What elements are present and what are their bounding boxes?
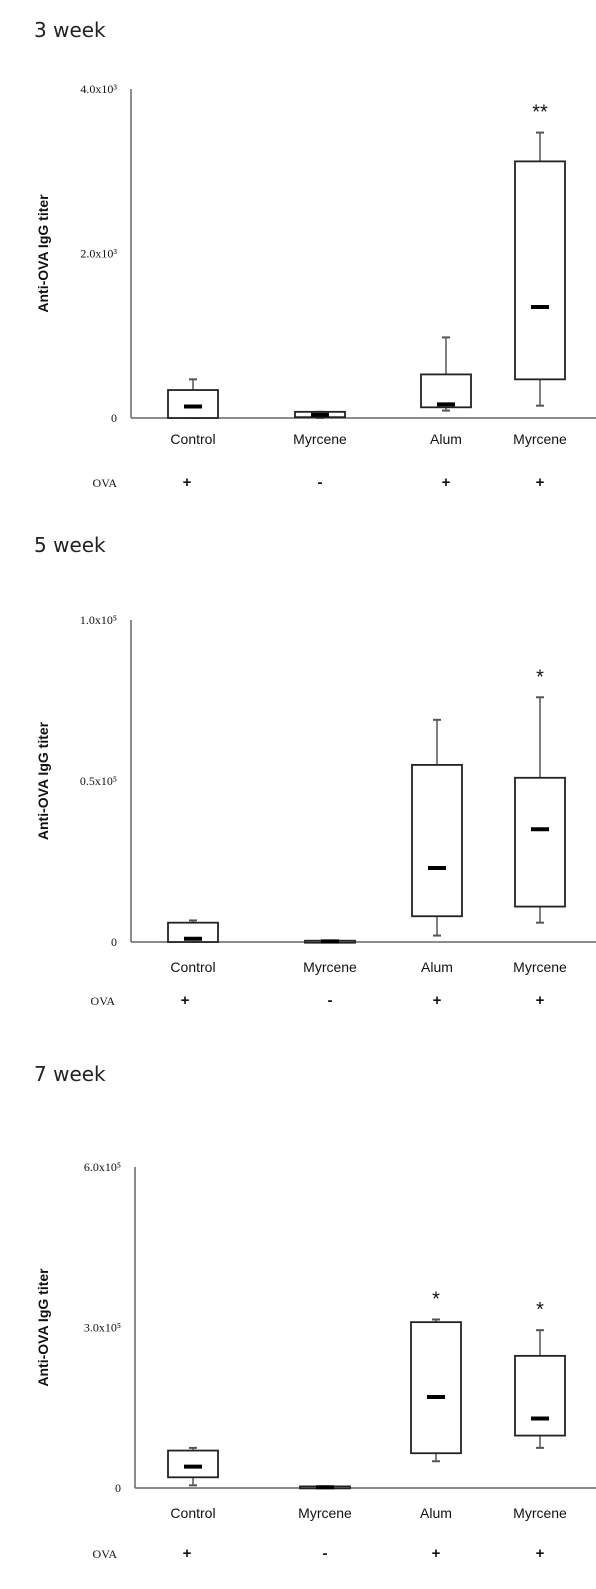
ova-sign: +	[183, 1545, 192, 1562]
box	[515, 161, 565, 379]
y-tick-label: 1.0x10⁵	[80, 613, 117, 627]
ova-row-label: OVA	[91, 994, 116, 1008]
chart-panel-5-week: 5 week 0 0.5x10⁵ 1.0x10⁵ Anti-OVA IgG titer…	[0, 525, 596, 1045]
ova-sign: +	[536, 1545, 545, 1562]
y-tick-label: 0	[111, 411, 117, 425]
significance-marker: *	[432, 1288, 440, 1310]
x-tick-label: Alum	[421, 959, 453, 975]
x-tick-label: Control	[170, 431, 215, 447]
y-tick-label: 3.0x10⁵	[84, 1321, 121, 1335]
x-tick-label: Myrcene	[293, 431, 347, 447]
chart-panel-3-week: 3 week 0 2.0x10³ 4.0x10³ Anti-OVA IgG titer…	[0, 0, 596, 520]
boxplot-3-week: 0 2.0x10³ 4.0x10³ Anti-OVA IgG titer ** Contr…	[0, 0, 596, 520]
ova-row-label: OVA	[93, 476, 118, 490]
ova-sign: +	[536, 992, 545, 1009]
ova-sign: +	[536, 474, 545, 491]
ova-sign: +	[433, 992, 442, 1009]
ova-sign: -	[328, 992, 333, 1009]
ova-sign: -	[323, 1545, 328, 1562]
y-tick-label: 6.0x10⁵	[84, 1160, 121, 1174]
box	[412, 765, 462, 916]
ova-sign: +	[181, 992, 190, 1009]
x-tick-label: Myrcene	[298, 1505, 352, 1521]
ova-sign: +	[183, 474, 192, 491]
y-tick-label: 0.5x10⁵	[80, 774, 117, 788]
y-axis-label: Anti-OVA IgG titer	[35, 721, 51, 840]
box	[421, 374, 471, 407]
box	[168, 1451, 218, 1478]
x-tick-label: Control	[170, 959, 215, 975]
significance-marker: *	[536, 666, 544, 688]
box	[515, 778, 565, 907]
ova-sign: +	[432, 1545, 441, 1562]
y-axis-label: Anti-OVA IgG titer	[35, 1268, 51, 1387]
y-axis-label: Anti-OVA IgG titer	[35, 194, 51, 313]
x-tick-label: Control	[170, 1505, 215, 1521]
box	[515, 1356, 565, 1436]
x-tick-label: Myrcene	[513, 1505, 567, 1521]
x-tick-label: Alum	[420, 1505, 452, 1521]
ova-sign: +	[442, 474, 451, 491]
y-tick-label: 4.0x10³	[80, 82, 117, 96]
significance-marker: *	[536, 1299, 544, 1321]
ova-row-label: OVA	[93, 1547, 118, 1561]
y-tick-label: 2.0x10³	[80, 247, 117, 261]
x-tick-label: Myrcene	[303, 959, 357, 975]
boxplot-7-week: 0 3.0x10⁵ 6.0x10⁵ Anti-OVA IgG titer * * Contr…	[0, 1050, 596, 1589]
y-tick-label: 0	[111, 935, 117, 949]
box	[168, 390, 218, 418]
chart-panel-7-week: 7 week 0 3.0x10⁵ 6.0x10⁵ Anti-OVA IgG titer…	[0, 1050, 596, 1570]
y-tick-label: 0	[115, 1481, 121, 1495]
box	[411, 1322, 461, 1453]
ova-sign: -	[318, 474, 323, 491]
significance-marker: **	[532, 102, 548, 124]
x-tick-label: Myrcene	[513, 431, 567, 447]
x-tick-label: Alum	[430, 431, 462, 447]
x-tick-label: Myrcene	[513, 959, 567, 975]
boxplot-5-week: 0 0.5x10⁵ 1.0x10⁵ Anti-OVA IgG titer * Contro…	[0, 525, 596, 1045]
